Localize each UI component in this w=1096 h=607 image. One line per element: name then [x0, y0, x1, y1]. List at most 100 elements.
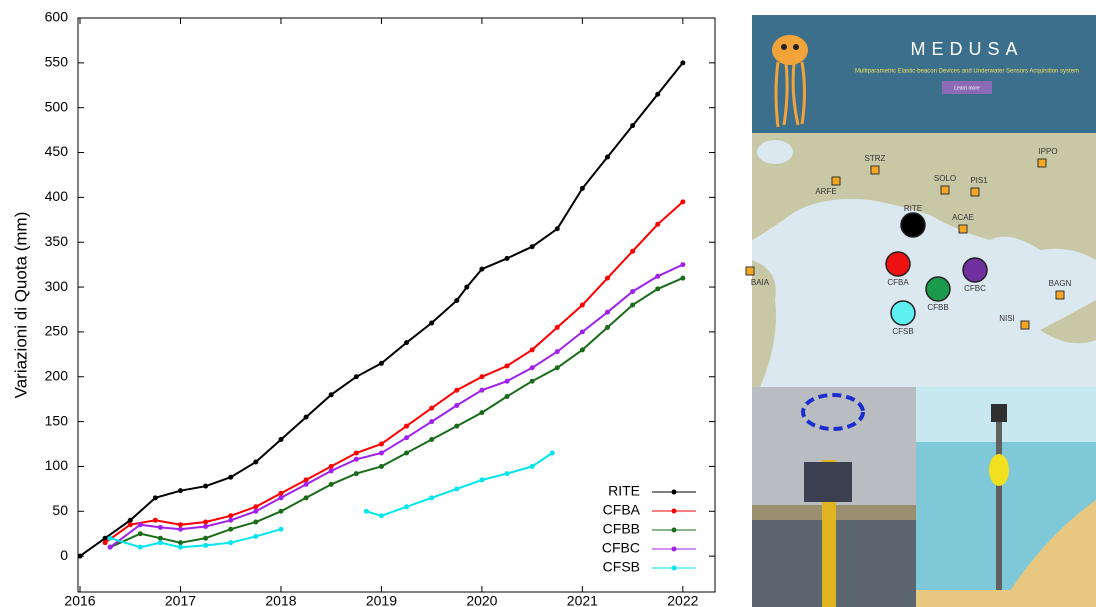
- buoy-label: RITE: [904, 204, 922, 213]
- y-tick-label: 500: [45, 98, 69, 114]
- data-point: [454, 486, 460, 492]
- data-point: [203, 535, 209, 541]
- data-point: [203, 519, 209, 525]
- buoy-label: CFBC: [964, 284, 986, 293]
- station-label: SOLO: [934, 174, 956, 183]
- legend-label: CFBB: [603, 521, 640, 537]
- side-panels: MEDUSA Multiparametric Elastic-beacon De…: [745, 15, 1096, 607]
- legend-marker: [671, 489, 677, 495]
- station: [1020, 320, 1030, 330]
- data-point: [363, 508, 369, 514]
- data-point: [454, 387, 460, 393]
- y-tick-label: 100: [45, 457, 69, 473]
- station-label: BAIA: [751, 278, 770, 287]
- data-point: [429, 320, 435, 326]
- data-point: [579, 302, 585, 308]
- buoy: [885, 251, 911, 277]
- y-tick-label: 450: [45, 143, 69, 159]
- data-point: [604, 154, 610, 160]
- legend-label: RITE: [608, 483, 640, 499]
- data-point: [404, 504, 410, 510]
- data-point: [152, 517, 158, 523]
- y-tick-label: 250: [45, 323, 69, 339]
- buoy-drawing-pole: [996, 415, 1002, 590]
- data-point: [253, 504, 259, 510]
- buoy-label: CFBB: [927, 303, 948, 312]
- learn-more-button[interactable]: [942, 81, 992, 94]
- data-point: [353, 450, 359, 456]
- data-point: [253, 519, 259, 525]
- buoy: [900, 212, 926, 238]
- y-tick-label: 400: [45, 188, 69, 204]
- data-point: [404, 423, 410, 429]
- data-point: [107, 544, 113, 550]
- data-point: [127, 517, 133, 523]
- station: [1037, 158, 1047, 168]
- data-point: [278, 490, 284, 496]
- data-point: [529, 365, 535, 371]
- y-tick-label: 200: [45, 367, 69, 383]
- data-point: [479, 410, 485, 416]
- data-point: [228, 540, 234, 546]
- data-point: [303, 477, 309, 483]
- data-point: [137, 531, 143, 537]
- y-axis-label: Variazioni di Quota (mm): [11, 212, 30, 399]
- y-tick-label: 150: [45, 412, 69, 428]
- data-point: [554, 226, 560, 232]
- data-point: [353, 374, 359, 380]
- data-point: [303, 481, 309, 487]
- data-point: [479, 477, 485, 483]
- y-tick-label: 50: [52, 502, 68, 518]
- buoy-label: CFBA: [887, 278, 909, 287]
- buoy-drawing-sand: [1000, 500, 1096, 607]
- data-point: [378, 360, 384, 366]
- banner: [752, 15, 1096, 133]
- station-label: PIS1: [970, 176, 988, 185]
- data-point: [102, 540, 108, 546]
- data-point: [278, 495, 284, 501]
- map-land: [1040, 300, 1096, 344]
- buoy-drawing-top: [991, 404, 1007, 422]
- data-point: [303, 495, 309, 501]
- data-point: [157, 535, 163, 541]
- data-point: [177, 540, 183, 546]
- data-point: [107, 535, 113, 541]
- learn-more-label[interactable]: Learn more: [954, 85, 980, 91]
- data-point: [328, 463, 334, 469]
- data-point: [177, 522, 183, 528]
- station: [870, 165, 880, 175]
- map-markers: STRZ SOLO PIS1 IPPO ARFE ACAE BAIA BAGN NISI RITE…: [745, 147, 1072, 336]
- data-point: [278, 508, 284, 514]
- station: [958, 224, 968, 234]
- data-point: [630, 302, 636, 308]
- data-point: [228, 513, 234, 519]
- banner-subtitle: Multiparametric Elastic-beacon Devices a…: [855, 69, 1079, 75]
- station: [970, 187, 980, 197]
- station-label: STRZ: [865, 154, 886, 163]
- data-point: [328, 392, 334, 398]
- data-point: [479, 266, 485, 272]
- data-point: [479, 374, 485, 380]
- data-point: [278, 437, 284, 443]
- data-point: [630, 289, 636, 295]
- data-point: [253, 459, 259, 465]
- data-point: [328, 468, 334, 474]
- data-point: [429, 419, 435, 425]
- data-point: [554, 349, 560, 355]
- data-point: [77, 553, 83, 559]
- data-point: [604, 309, 610, 315]
- data-point: [579, 185, 585, 191]
- data-point: [630, 123, 636, 129]
- station-label: ARFE: [815, 187, 836, 196]
- station-label: BAGN: [1049, 279, 1072, 288]
- data-point: [680, 60, 686, 66]
- data-point: [454, 423, 460, 429]
- buoy: [890, 300, 916, 326]
- station-label: ACAE: [952, 213, 974, 222]
- series-line: [104, 201, 684, 544]
- data-point: [454, 298, 460, 304]
- data-point: [655, 91, 661, 97]
- data-point: [137, 522, 143, 528]
- buoy: [962, 257, 988, 283]
- data-point: [504, 471, 510, 477]
